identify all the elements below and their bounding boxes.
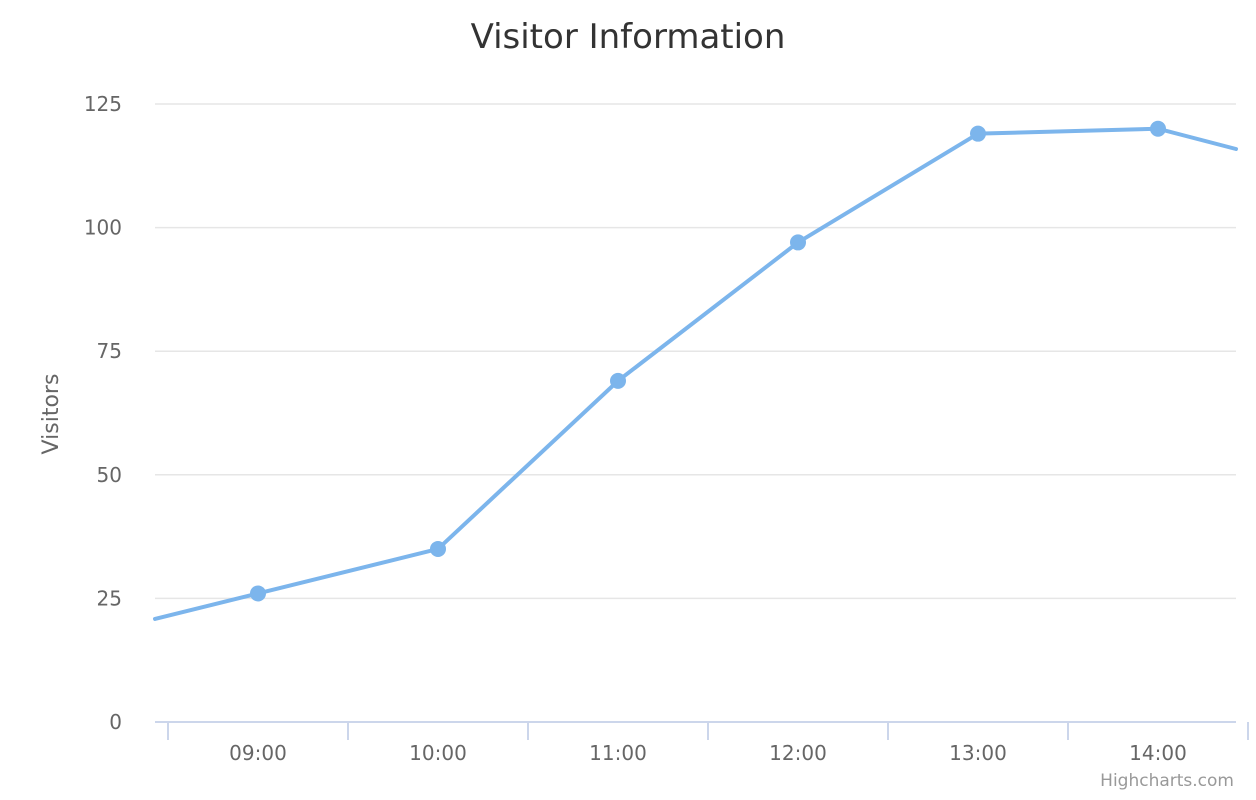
y-tick-labels: 0 25 50 75 100 125 [84, 92, 122, 734]
y-tick-label: 50 [97, 463, 122, 487]
x-axis: 09:00 10:00 11:00 12:00 13:00 14:00 [155, 721, 1249, 765]
x-tick-label: 10:00 [409, 741, 467, 765]
y-axis-title: Visitors [39, 374, 64, 455]
data-point-marker[interactable] [790, 234, 806, 251]
y-tick-label: 0 [109, 710, 122, 734]
x-tick-label: 11:00 [589, 741, 647, 765]
y-tick-label: 100 [84, 216, 122, 240]
x-tick-label: 13:00 [949, 741, 1007, 765]
series-line[interactable] [153, 126, 1238, 621]
credits-link[interactable]: Highcharts.com [1100, 771, 1234, 791]
chart-title: Visitor Information [471, 17, 786, 57]
y-tick-label: 125 [84, 92, 122, 116]
data-point-marker[interactable] [1150, 120, 1166, 137]
y-tick-label: 75 [97, 339, 122, 363]
x-tick-label: 14:00 [1129, 741, 1187, 765]
grid-layer [155, 103, 1236, 600]
data-point-marker[interactable] [430, 540, 446, 557]
data-point-marker[interactable] [970, 125, 986, 142]
series-layer [153, 120, 1238, 621]
data-point-marker[interactable] [610, 372, 626, 389]
y-tick-label: 25 [97, 586, 122, 610]
data-point-marker[interactable] [250, 585, 266, 602]
x-tick-label: 09:00 [229, 741, 287, 765]
x-tick-label: 12:00 [769, 741, 827, 765]
